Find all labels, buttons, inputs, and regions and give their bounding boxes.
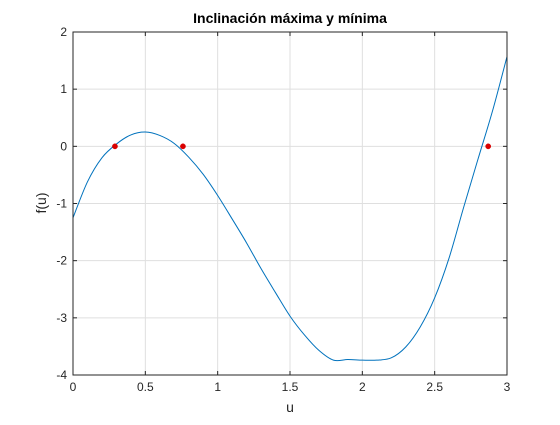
x-tick-label: 2.5: [426, 380, 443, 394]
tick-layer: [72, 31, 508, 376]
x-tick-label: 1: [214, 380, 221, 394]
y-tick-label: -1: [56, 197, 67, 211]
marker-layer: [112, 143, 492, 150]
y-tick-label: -3: [56, 311, 67, 325]
x-tick-label: 0: [70, 380, 77, 394]
root-marker: [180, 143, 186, 150]
series-line: [72, 56, 508, 362]
x-tick-label: 2: [359, 380, 366, 394]
chart-title: Inclinación máxima y mínima: [193, 10, 387, 26]
y-tick-label: 2: [60, 25, 67, 39]
y-tick-label: -4: [56, 368, 67, 382]
x-tick-labels: 0 0.5 1 1.5 2 2.5 3: [70, 380, 511, 394]
y-tick-label: 0: [60, 139, 67, 153]
y-axis-label: f(u): [33, 193, 49, 214]
root-marker: [485, 143, 492, 150]
y-tick-label: 1: [60, 82, 67, 96]
x-tick-label: 0.5: [137, 380, 154, 394]
y-tick-labels: -4 -3 -2 -1 0 1 2: [56, 25, 67, 382]
x-tick-label: 1.5: [282, 380, 299, 394]
y-tick-label: -2: [56, 254, 67, 268]
x-axis-label: u: [286, 399, 294, 415]
root-marker: [112, 143, 118, 150]
x-tick-label: 3: [504, 380, 511, 394]
series-layer: [72, 56, 508, 362]
